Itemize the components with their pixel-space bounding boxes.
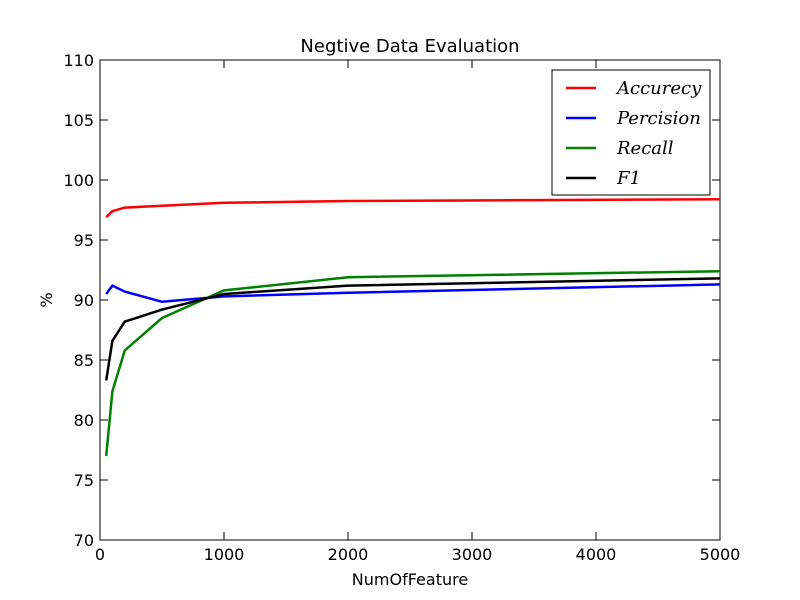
x-tick-label: 5000 [700,545,741,564]
series-line-accurecy [105,197,720,219]
y-axis-label: % [37,292,56,307]
legend-label: Percision [616,108,701,129]
x-tick-label: 1000 [204,545,245,564]
series-line-recall [104,269,720,457]
legend-label: Accurecy [615,78,702,99]
y-tick-label: 105 [63,111,94,130]
y-tick-label: 110 [63,51,94,70]
legend-label: F1 [616,168,641,189]
legend-label: Recall [616,138,674,159]
y-tick-label: 85 [74,351,94,370]
plot-area: 0 1000 2000 3000 4000 5000 70 75 80 85 90 95 100 105 1… [63,51,740,564]
x-tick-label: 3000 [452,545,493,564]
chart-title: Negtive Data Evaluation [300,36,519,57]
y-tick-label: 80 [74,411,94,430]
x-tick-label: 2000 [328,545,369,564]
y-tick-label: 75 [74,471,94,490]
series-line-percision [105,283,720,304]
legend-box [551,69,711,196]
y-tick-label: 70 [74,531,94,550]
y-tick-label: 95 [74,231,94,250]
y-tick-label: 100 [63,171,94,190]
x-tick-label: 4000 [576,545,617,564]
x-tick-label: 0 [95,545,105,564]
series-line-f1 [104,277,720,381]
x-axis-label: NumOfFeature [352,570,468,589]
legend: Accurecy Percision Recall F1 [551,69,711,196]
y-tick-label: 90 [74,291,94,310]
